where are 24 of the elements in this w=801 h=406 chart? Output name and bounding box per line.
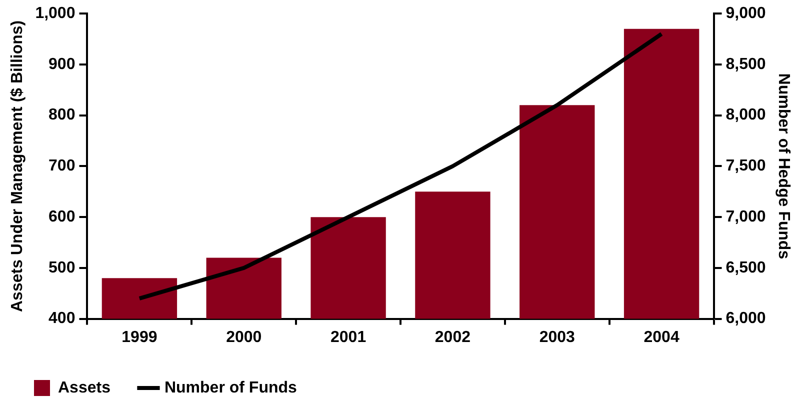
y2-tick-label: 6,500 — [726, 259, 766, 276]
y-tick-label: 400 — [48, 310, 76, 328]
y2-tick-label: 8,000 — [726, 106, 766, 124]
x-tick-label: 1999 — [122, 328, 158, 346]
y2-axis-title: Number of Hedge Funds — [774, 73, 792, 260]
x-tick-label: 2000 — [226, 328, 262, 346]
x-tick-label: 2004 — [644, 328, 680, 346]
y-axis-title: Assets Under Management ($ Billions) — [9, 20, 26, 312]
x-tick-label: 2002 — [434, 328, 471, 346]
legend-label: Number of Funds — [164, 379, 298, 396]
x-tick-label: 2003 — [539, 328, 576, 346]
y2-tick-label: 9,000 — [726, 5, 766, 22]
y2-tick-label: 7,000 — [726, 208, 766, 226]
legend-label: Assets — [58, 379, 111, 396]
y-tick-label: 700 — [48, 158, 76, 175]
y-tick-label: 800 — [48, 106, 76, 124]
y2-tick-label: 8,500 — [726, 56, 766, 73]
y-tick-label: 500 — [48, 259, 76, 276]
y-tick-label: 1,000 — [35, 5, 76, 22]
y-tick-label: 600 — [48, 208, 76, 226]
y-tick-label: 900 — [48, 56, 76, 73]
x-tick-label: 2001 — [330, 328, 366, 346]
y2-tick-label: 6,000 — [726, 310, 766, 328]
y2-tick-label: 7,500 — [726, 158, 766, 175]
